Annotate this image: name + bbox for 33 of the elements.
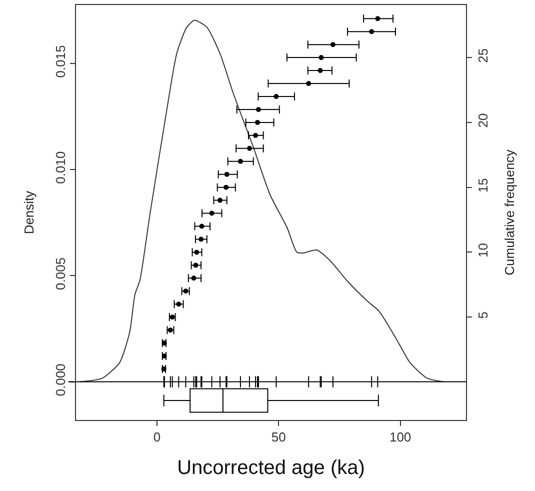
x-axis-title: Uncorrected age (ka) [177, 457, 365, 480]
point [246, 146, 252, 151]
line-series [79, 20, 445, 382]
point [369, 29, 374, 34]
point [318, 68, 323, 74]
x-tick-label: 100 [389, 430, 412, 445]
point [224, 184, 229, 190]
point [199, 224, 204, 229]
y-tick-label: 0.005 [52, 257, 68, 290]
y2-tick-label: 20 [476, 113, 491, 128]
point [191, 276, 196, 281]
point [255, 120, 260, 125]
point [253, 132, 258, 138]
y-tick-label: 0.015 [52, 45, 68, 78]
y-tick-label: 0.010 [52, 151, 68, 184]
x-tick-label: 50 [271, 430, 286, 445]
y-axis-title: Density [22, 190, 37, 234]
y2-axis-title: Cumulative frequency [502, 149, 518, 276]
point [330, 42, 336, 48]
point [318, 55, 324, 60]
y-tick-label: 0.000 [52, 364, 68, 396]
y2-tick-label: 15 [476, 178, 491, 193]
point [224, 172, 230, 177]
y2-tick-label: 10 [476, 243, 491, 258]
point [256, 106, 261, 112]
point [306, 81, 312, 86]
point [209, 210, 214, 216]
point [375, 16, 380, 22]
point [238, 158, 243, 164]
point [274, 94, 279, 99]
x-tick-label: 0 [153, 430, 161, 445]
y2-tick-label: 25 [476, 48, 491, 63]
y2-tick-label: 5 [476, 312, 491, 319]
